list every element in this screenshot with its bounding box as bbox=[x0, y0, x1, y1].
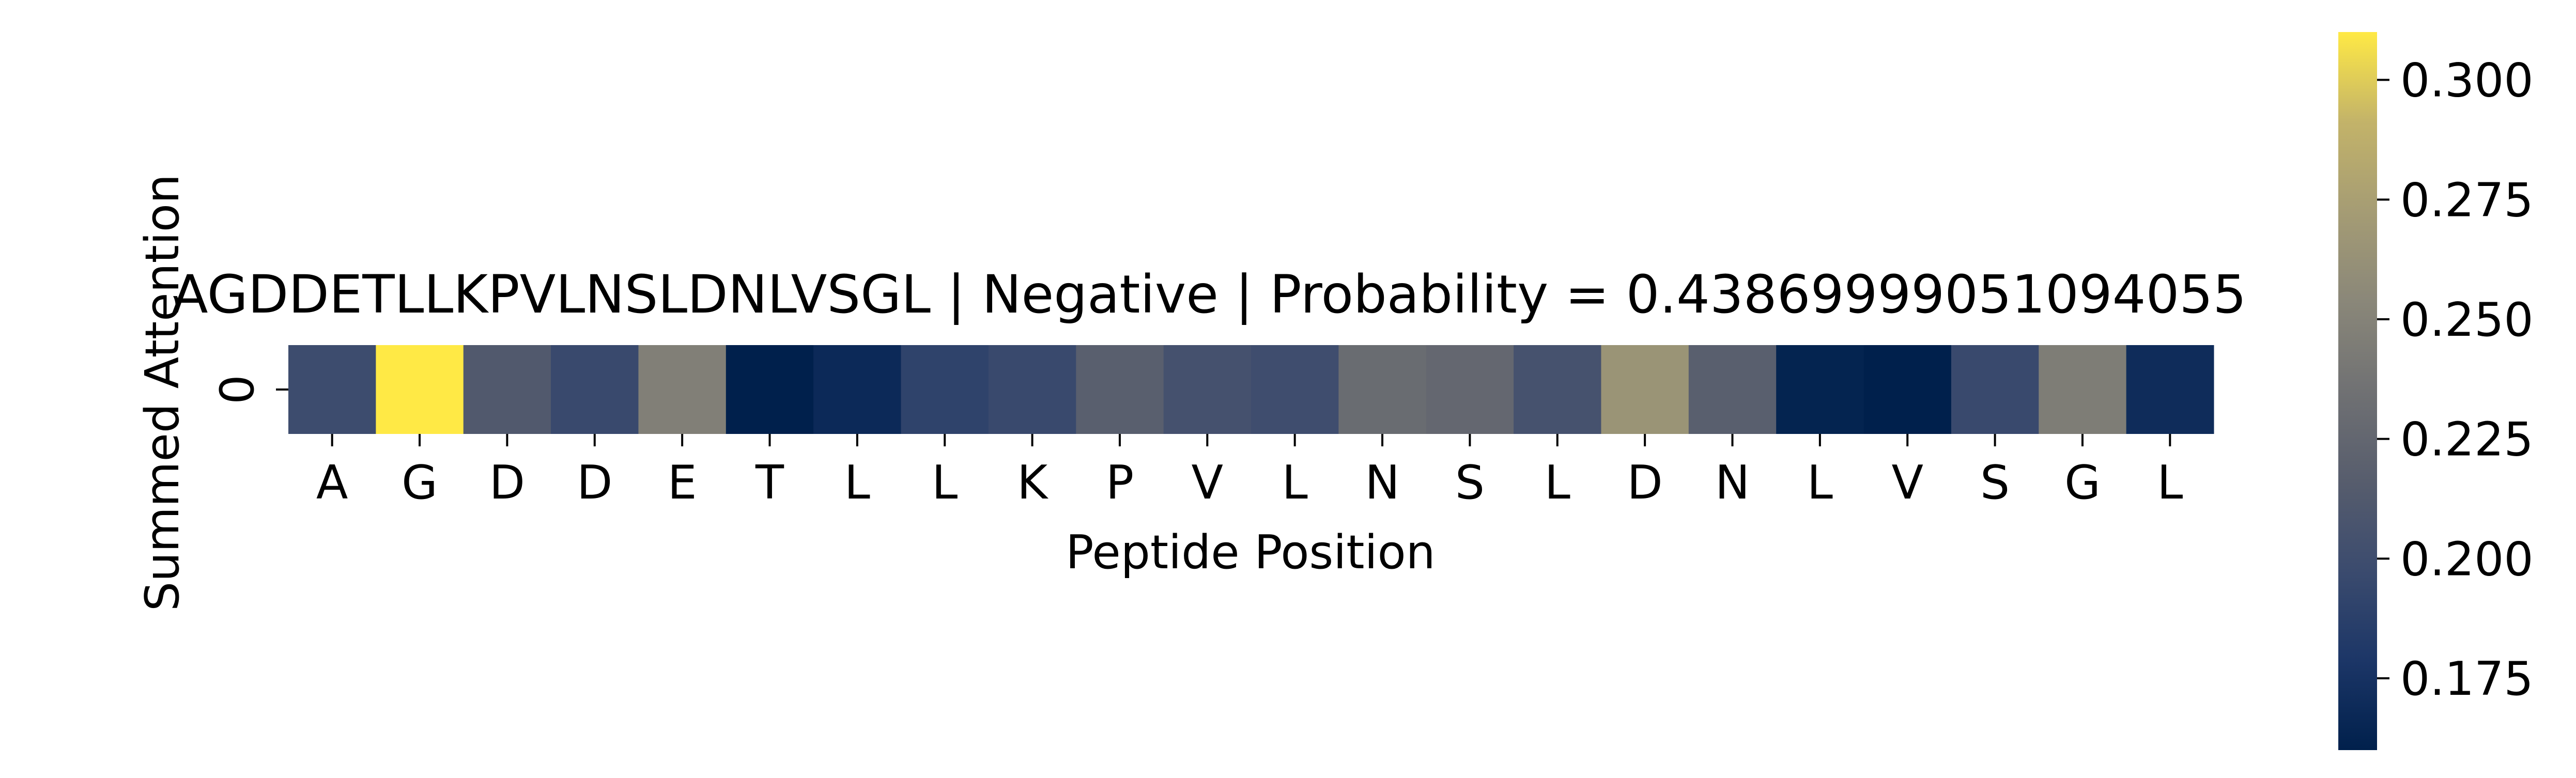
y-axis-ticks: 0 bbox=[210, 375, 288, 404]
heatmap-cell bbox=[1338, 345, 1427, 434]
heatmap-cell bbox=[1426, 345, 1514, 434]
heatmap-cell bbox=[463, 345, 551, 434]
x-tick-label: S bbox=[1980, 456, 2010, 510]
x-tick-label: T bbox=[755, 456, 784, 510]
heatmap-cell bbox=[1076, 345, 1164, 434]
x-tick-label: N bbox=[1365, 456, 1399, 510]
colorbar-tick-label: 0.175 bbox=[2400, 652, 2534, 706]
x-tick-label: K bbox=[1017, 456, 1048, 510]
heatmap-cell bbox=[376, 345, 464, 434]
colorbar-tick-label: 0.300 bbox=[2400, 54, 2534, 108]
heatmap-cells bbox=[288, 345, 2214, 434]
heatmap-cell bbox=[551, 345, 639, 434]
chart-title: AGDDETLLKPVLNSLDNLVSGL | Negative | Prob… bbox=[172, 264, 2246, 325]
x-tick-label: V bbox=[1192, 456, 1224, 510]
heatmap-cell bbox=[988, 345, 1076, 434]
colorbar-tick-label: 0.225 bbox=[2400, 413, 2534, 467]
colorbar bbox=[2338, 32, 2377, 750]
heatmap-cell bbox=[813, 345, 902, 434]
x-tick-label: N bbox=[1715, 456, 1750, 510]
heatmap-cell bbox=[638, 345, 727, 434]
heatmap-cell bbox=[901, 345, 989, 434]
x-tick-label: G bbox=[402, 456, 438, 510]
heatmap-cell bbox=[726, 345, 814, 434]
heatmap-cell bbox=[1601, 345, 1689, 434]
colorbar-tick-label: 0.250 bbox=[2400, 293, 2534, 347]
x-tick-label: D bbox=[489, 456, 525, 510]
y-axis-label: Summed Attention bbox=[135, 174, 190, 611]
x-tick-label: E bbox=[668, 456, 697, 510]
x-tick-label: D bbox=[1627, 456, 1662, 510]
x-tick-label: D bbox=[577, 456, 612, 510]
heatmap-cell bbox=[1251, 345, 1339, 434]
x-axis-label: Peptide Position bbox=[1066, 525, 1435, 580]
heatmap-cell bbox=[288, 345, 376, 434]
x-tick-label: S bbox=[1455, 456, 1485, 510]
x-tick-label: L bbox=[2157, 456, 2183, 510]
x-tick-label: L bbox=[1282, 456, 1308, 510]
colorbar-tick-label: 0.200 bbox=[2400, 532, 2534, 586]
heatmap-cell bbox=[1951, 345, 2039, 434]
x-tick-label: V bbox=[1891, 456, 1923, 510]
x-tick-label: L bbox=[1807, 456, 1833, 510]
heatmap-cell bbox=[1163, 345, 1252, 434]
heatmap-cell bbox=[1688, 345, 1777, 434]
colorbar-ticks: 0.175 0.200 0.225 0.250 0.275 0.300 bbox=[2377, 54, 2534, 706]
x-tick-label: L bbox=[1545, 456, 1570, 510]
x-tick-label: L bbox=[844, 456, 870, 510]
x-tick-label: G bbox=[2064, 456, 2101, 510]
heatmap-cell bbox=[2039, 345, 2127, 434]
heatmap-cell bbox=[1514, 345, 1601, 434]
colorbar-tick-label: 0.275 bbox=[2400, 173, 2534, 227]
x-tick-label: A bbox=[316, 456, 348, 510]
x-tick-label: L bbox=[932, 456, 958, 510]
heatmap-cell bbox=[1776, 345, 1864, 434]
x-tick-label: P bbox=[1106, 456, 1134, 510]
heatmap-cell bbox=[1863, 345, 1952, 434]
y-tick-label: 0 bbox=[210, 375, 265, 404]
heatmap-cell bbox=[2126, 345, 2214, 434]
